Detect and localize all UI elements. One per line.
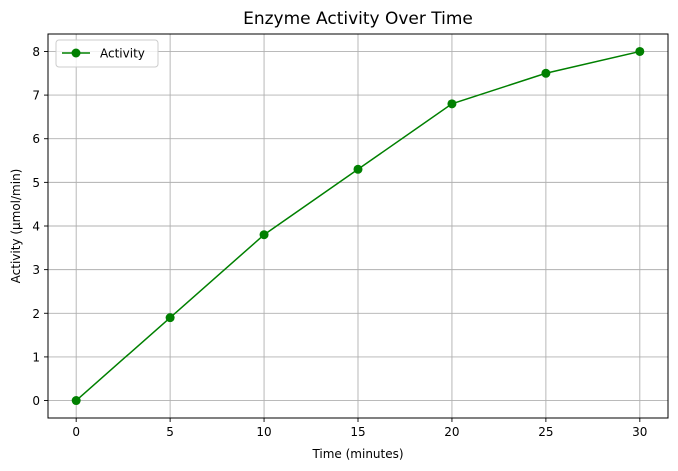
y-tick-label-4: 4 bbox=[32, 220, 40, 234]
x-axis-label: Time (minutes) bbox=[311, 447, 403, 461]
series-layer bbox=[71, 46, 645, 406]
data-point-0-3 bbox=[353, 164, 363, 174]
chart-title: Enzyme Activity Over Time bbox=[243, 9, 473, 29]
y-tick-label-6: 6 bbox=[32, 132, 40, 146]
legend: Activity bbox=[55, 39, 159, 68]
x-tick-label-5: 25 bbox=[538, 425, 553, 439]
data-point-0-6 bbox=[635, 46, 645, 56]
y-tick-label-7: 7 bbox=[32, 89, 40, 103]
x-tick-label-0: 0 bbox=[72, 425, 80, 439]
y-tick-label-5: 5 bbox=[32, 176, 40, 190]
x-tick-label-2: 10 bbox=[256, 425, 271, 439]
data-point-0-0 bbox=[71, 396, 81, 406]
data-point-0-1 bbox=[165, 313, 175, 323]
y-tick-label-0: 0 bbox=[32, 394, 40, 408]
y-tick-label-3: 3 bbox=[32, 263, 40, 277]
data-point-0-5 bbox=[541, 68, 551, 78]
x-tick-label-3: 15 bbox=[350, 425, 365, 439]
y-tick-label-8: 8 bbox=[32, 45, 40, 59]
legend-box bbox=[55, 39, 159, 68]
data-point-0-2 bbox=[259, 230, 269, 240]
x-tick-label-4: 20 bbox=[444, 425, 459, 439]
legend-label: Activity bbox=[100, 47, 145, 61]
ticks: 0 5 10 15 20 25 30 0 1 2 3 4 5 6 7 8 bbox=[32, 45, 647, 439]
data-point-0-4 bbox=[447, 99, 457, 109]
x-tick-label-6: 30 bbox=[632, 425, 647, 439]
y-axis-label: Activity (µmol/min) bbox=[9, 169, 23, 284]
y-tick-label-2: 2 bbox=[32, 307, 40, 321]
x-tick-label-1: 5 bbox=[166, 425, 174, 439]
y-tick-label-1: 1 bbox=[32, 350, 40, 364]
legend-marker bbox=[71, 48, 81, 58]
grid bbox=[48, 34, 668, 418]
